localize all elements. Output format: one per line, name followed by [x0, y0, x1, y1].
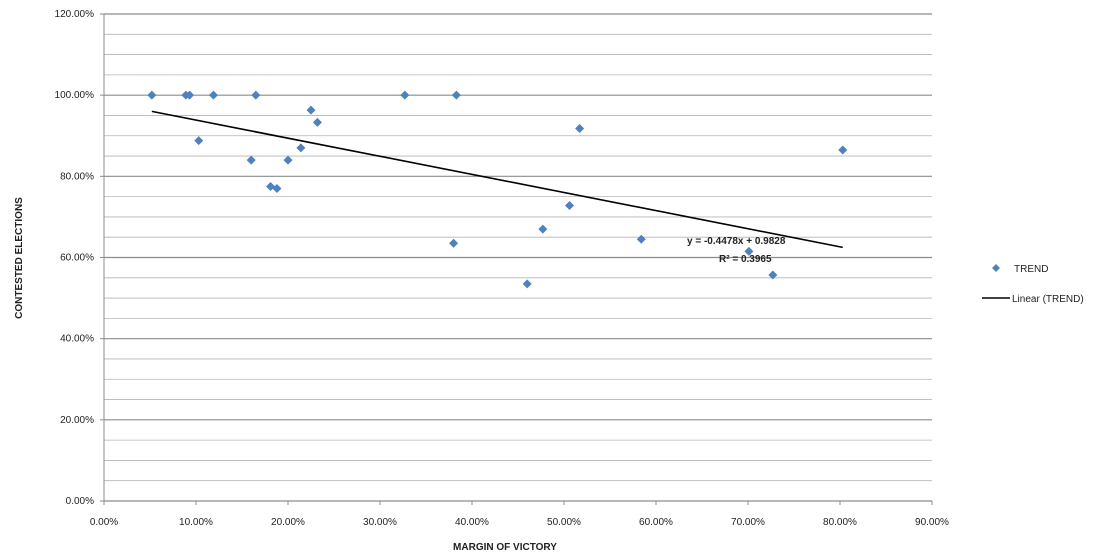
- legend-label-trend: TREND: [1014, 264, 1048, 275]
- data-point: [251, 90, 261, 100]
- data-point: [449, 238, 459, 248]
- data-point: [636, 234, 646, 244]
- data-point: [312, 117, 322, 127]
- data-point: [838, 145, 848, 155]
- x-tick-label: 10.00%: [179, 517, 213, 528]
- legend-label-linear-trend: Linear (TREND): [1012, 294, 1084, 305]
- x-tick-label: 70.00%: [731, 517, 765, 528]
- data-point: [575, 123, 585, 133]
- data-point: [306, 105, 316, 115]
- data-point: [522, 279, 532, 289]
- x-tick-label: 30.00%: [363, 517, 397, 528]
- y-axis-title: CONTESTED ELECTIONS: [14, 197, 25, 319]
- legend-marker-diamond: [992, 264, 1000, 272]
- x-tick-label: 50.00%: [547, 517, 581, 528]
- legend: TREND Linear (TREND): [982, 264, 1084, 305]
- data-point: [283, 155, 293, 165]
- data-point: [768, 270, 778, 280]
- trendline: [151, 110, 843, 249]
- x-axis-ticks: 0.00% 10.00% 20.00% 30.00% 40.00% 50.00% 60.00…: [90, 501, 949, 528]
- x-tick-label: 0.00%: [90, 517, 118, 528]
- data-point: [246, 155, 256, 165]
- data-point: [147, 90, 157, 100]
- y-tick-label: 20.00%: [60, 415, 94, 426]
- data-point: [208, 90, 218, 100]
- x-tick-label: 80.00%: [823, 517, 857, 528]
- gridlines: [104, 13, 932, 502]
- y-tick-label: 80.00%: [60, 171, 94, 182]
- y-axis-ticks: 0.00% 20.00% 40.00% 60.00% 80.00% 100.00% 120.…: [55, 9, 104, 507]
- data-point: [296, 143, 306, 153]
- x-tick-label: 20.00%: [271, 517, 305, 528]
- data-point: [272, 184, 282, 194]
- data-points: [147, 90, 848, 289]
- data-point: [185, 90, 195, 100]
- data-point: [400, 90, 410, 100]
- y-tick-label: 40.00%: [60, 334, 94, 345]
- data-point: [538, 224, 548, 234]
- data-point: [194, 136, 204, 146]
- y-tick-label: 0.00%: [66, 496, 94, 507]
- x-tick-label: 60.00%: [639, 517, 673, 528]
- trendline-equation: y = -0.4478x + 0.9828: [687, 236, 786, 247]
- x-axis-title: MARGIN OF VICTORY: [453, 542, 557, 553]
- trendline-r-squared: R² = 0.3965: [719, 254, 772, 265]
- y-tick-label: 100.00%: [55, 90, 95, 101]
- trendline-layer: [151, 110, 843, 249]
- x-tick-label: 40.00%: [455, 517, 489, 528]
- y-tick-label: 120.00%: [55, 9, 95, 20]
- data-point: [565, 201, 575, 211]
- x-tick-label: 90.00%: [915, 517, 949, 528]
- y-tick-label: 60.00%: [60, 253, 94, 264]
- data-point: [451, 90, 461, 100]
- data-point: [744, 246, 754, 256]
